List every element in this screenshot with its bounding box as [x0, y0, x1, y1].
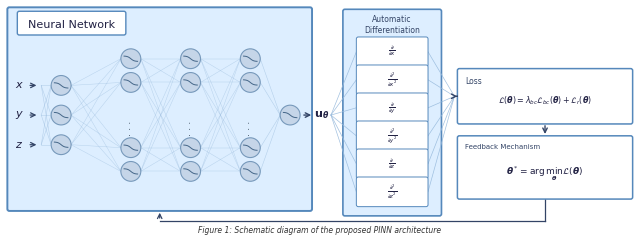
Circle shape	[241, 162, 260, 181]
Text: Figure 1: Schematic diagram of the proposed PINN architecture: Figure 1: Schematic diagram of the propo…	[198, 226, 442, 235]
Text: · · ·: · · ·	[245, 120, 255, 136]
FancyBboxPatch shape	[8, 7, 312, 211]
Text: Automatic
Differentiation: Automatic Differentiation	[364, 15, 420, 35]
Text: $\frac{\partial}{\partial z}$: $\frac{\partial}{\partial z}$	[388, 157, 396, 170]
Text: Feedback Mechanism: Feedback Mechanism	[465, 144, 541, 150]
Text: Neural Network: Neural Network	[28, 20, 115, 30]
Text: · · ·: · · ·	[186, 120, 196, 136]
FancyBboxPatch shape	[343, 9, 442, 216]
FancyBboxPatch shape	[17, 11, 126, 35]
Circle shape	[121, 72, 141, 92]
Text: $\mathcal{L}(\boldsymbol{\theta}) = \lambda_{bc}\mathcal{L}_{bc}(\boldsymbol{\th: $\mathcal{L}(\boldsymbol{\theta}) = \lam…	[498, 95, 592, 108]
Text: · · ·: · · ·	[126, 120, 136, 136]
FancyBboxPatch shape	[458, 136, 632, 199]
Text: $\frac{\partial^2}{\partial y^2}$: $\frac{\partial^2}{\partial y^2}$	[387, 126, 397, 145]
Circle shape	[121, 162, 141, 181]
Text: $\frac{\partial}{\partial y}$: $\frac{\partial}{\partial y}$	[388, 101, 396, 115]
Text: $\frac{\partial^2}{\partial z^2}$: $\frac{\partial^2}{\partial z^2}$	[387, 183, 397, 201]
Text: $\frac{\partial^2}{\partial x^2}$: $\frac{\partial^2}{\partial x^2}$	[387, 71, 397, 89]
Text: $z$: $z$	[15, 140, 23, 150]
FancyBboxPatch shape	[356, 93, 428, 123]
Circle shape	[51, 135, 71, 155]
Text: $y$: $y$	[15, 109, 24, 121]
Circle shape	[180, 138, 200, 158]
Text: $x$: $x$	[15, 80, 24, 90]
FancyBboxPatch shape	[458, 69, 632, 124]
Circle shape	[241, 72, 260, 92]
Circle shape	[280, 105, 300, 125]
Circle shape	[180, 162, 200, 181]
Circle shape	[180, 72, 200, 92]
FancyBboxPatch shape	[356, 65, 428, 95]
Text: Loss: Loss	[465, 77, 482, 85]
Circle shape	[51, 105, 71, 125]
Circle shape	[180, 49, 200, 69]
FancyBboxPatch shape	[356, 177, 428, 207]
Circle shape	[51, 76, 71, 95]
FancyBboxPatch shape	[356, 37, 428, 67]
Text: $\frac{\partial}{\partial x}$: $\frac{\partial}{\partial x}$	[388, 45, 396, 59]
FancyBboxPatch shape	[356, 149, 428, 179]
FancyBboxPatch shape	[356, 121, 428, 151]
Circle shape	[241, 49, 260, 69]
Circle shape	[241, 138, 260, 158]
Text: $\boldsymbol{\theta}^* = \arg\min_{\boldsymbol{\theta}} \mathcal{L}(\boldsymbol{: $\boldsymbol{\theta}^* = \arg\min_{\bold…	[506, 164, 584, 183]
Circle shape	[121, 138, 141, 158]
Text: $\mathbf{u}_{\boldsymbol{\theta}}$: $\mathbf{u}_{\boldsymbol{\theta}}$	[314, 109, 330, 121]
Circle shape	[121, 49, 141, 69]
